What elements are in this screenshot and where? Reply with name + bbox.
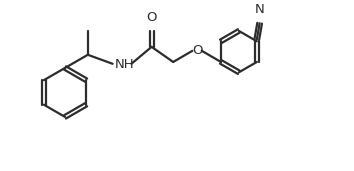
Text: O: O (192, 44, 202, 57)
Text: N: N (255, 3, 264, 16)
Text: NH: NH (114, 58, 134, 71)
Text: O: O (146, 11, 157, 24)
